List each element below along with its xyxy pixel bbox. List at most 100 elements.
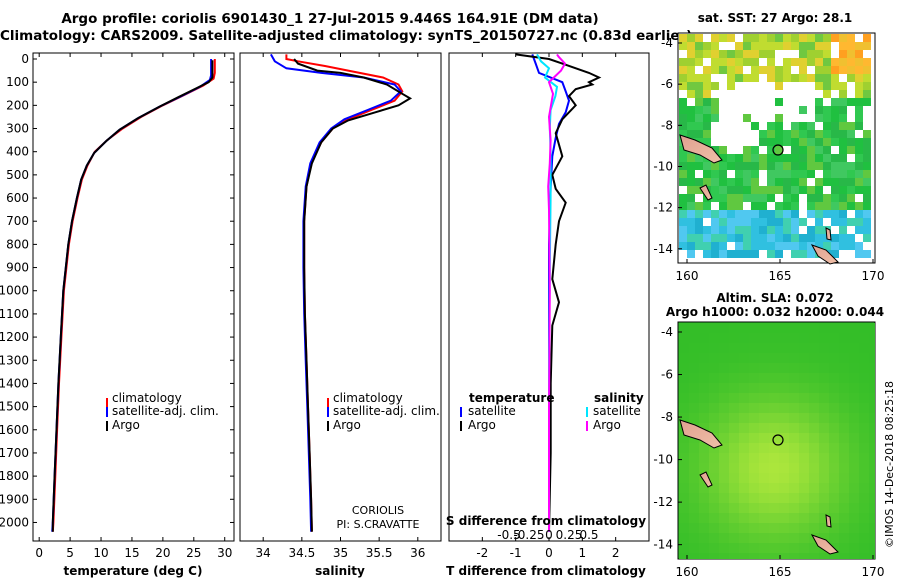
sst-cell bbox=[727, 178, 735, 186]
sst-cell bbox=[687, 58, 695, 66]
sla-cell bbox=[799, 423, 809, 433]
sst-cell bbox=[767, 74, 775, 82]
sla-cell bbox=[849, 373, 859, 383]
sla-cell bbox=[809, 333, 819, 343]
sla-cell bbox=[729, 473, 739, 483]
sst-cell bbox=[847, 178, 855, 186]
argo-float-marker bbox=[772, 144, 784, 156]
sla-cell bbox=[809, 503, 819, 513]
sla-cell bbox=[869, 343, 875, 353]
sla-cell bbox=[819, 523, 829, 533]
sst-cell bbox=[711, 106, 719, 114]
sla-cell bbox=[759, 463, 769, 473]
sst-cell bbox=[839, 234, 847, 242]
sla-cell bbox=[689, 533, 699, 543]
sla-cell bbox=[769, 483, 779, 493]
sla-cell bbox=[799, 463, 809, 473]
sla-cell bbox=[709, 503, 719, 513]
sst-cell bbox=[711, 146, 719, 154]
sla-cell bbox=[839, 333, 849, 343]
sst-cell bbox=[823, 82, 831, 90]
sst-cell bbox=[703, 242, 711, 250]
sla-cell bbox=[779, 433, 789, 443]
sst-cell bbox=[855, 242, 863, 250]
sst-cell bbox=[703, 66, 711, 74]
sla-cell bbox=[799, 543, 809, 553]
sla-cell bbox=[719, 433, 729, 443]
sst-cell bbox=[687, 218, 695, 226]
sst-cell bbox=[863, 226, 871, 234]
sst-cell bbox=[759, 138, 767, 146]
sst-cell bbox=[759, 234, 767, 242]
depth-tick-label: 500 bbox=[6, 168, 29, 182]
sst-cell bbox=[743, 226, 751, 234]
sla-cell bbox=[689, 323, 699, 333]
sst-cell bbox=[799, 122, 807, 130]
sla-cell bbox=[809, 493, 819, 503]
sla-cell bbox=[809, 353, 819, 363]
sst-cell bbox=[831, 218, 839, 226]
sst-cell bbox=[775, 202, 783, 210]
sst-cell bbox=[855, 98, 863, 106]
sla-cell bbox=[769, 533, 779, 543]
map-lat-label: -14 bbox=[653, 538, 673, 552]
sst-cell bbox=[799, 242, 807, 250]
depth-tick-label: 0 bbox=[21, 52, 29, 66]
depth-tick-label: 1200 bbox=[0, 330, 29, 344]
sst-cell bbox=[791, 178, 799, 186]
sst-cell bbox=[863, 130, 871, 138]
sla-cell bbox=[709, 333, 719, 343]
sla-cell bbox=[769, 423, 779, 433]
sst-cell bbox=[703, 82, 711, 90]
sla-cell bbox=[749, 383, 759, 393]
sla-cell bbox=[759, 413, 769, 423]
s-tick-label: 0.25 bbox=[556, 528, 583, 542]
sla-cell bbox=[849, 553, 859, 559]
sst-cell bbox=[759, 210, 767, 218]
sst-cell bbox=[703, 74, 711, 82]
sst-cell bbox=[831, 210, 839, 218]
sla-cell bbox=[829, 333, 839, 343]
sst-cell bbox=[791, 58, 799, 66]
sst-cell bbox=[823, 122, 831, 130]
sla-cell bbox=[869, 483, 875, 493]
sla-cell bbox=[739, 323, 749, 333]
temperature-x-ticks: 0 5 10 15 20 25 30 bbox=[35, 53, 232, 560]
sla-cell bbox=[739, 363, 749, 373]
sla-cell bbox=[749, 543, 759, 553]
sla-cell bbox=[849, 503, 859, 513]
sst-cell bbox=[743, 42, 751, 50]
title-line-1: Argo profile: coriolis 6901430_1 27-Jul-… bbox=[61, 11, 599, 27]
sst-cell bbox=[855, 170, 863, 178]
sst-cell bbox=[711, 178, 719, 186]
sla-cell bbox=[849, 493, 859, 503]
sst-cell bbox=[767, 34, 775, 42]
argo-float-marker bbox=[772, 434, 784, 446]
sla-cell bbox=[839, 343, 849, 353]
sst-cell bbox=[823, 210, 831, 218]
sst-cell bbox=[823, 178, 831, 186]
sst-cell bbox=[743, 170, 751, 178]
sst-cell bbox=[687, 114, 695, 122]
title-line-2: Climatology: CARS2009. Satellite-adjuste… bbox=[0, 28, 693, 44]
sst-cell bbox=[695, 162, 703, 170]
sla-cell bbox=[809, 463, 819, 473]
sst-cell bbox=[727, 202, 735, 210]
map-lat-label: -10 bbox=[653, 453, 673, 467]
sst-cell bbox=[863, 162, 871, 170]
sla-cell bbox=[809, 373, 819, 383]
sla-cell bbox=[719, 363, 729, 373]
sla-cell bbox=[799, 513, 809, 523]
sst-cell bbox=[679, 226, 687, 234]
sla-cell bbox=[699, 453, 709, 463]
sst-cell bbox=[855, 74, 863, 82]
sst-cell bbox=[799, 250, 807, 258]
sla-cell bbox=[689, 483, 699, 493]
sst-cell bbox=[807, 162, 815, 170]
sla-cell bbox=[789, 443, 799, 453]
sla-cell bbox=[719, 453, 729, 463]
sla-cell bbox=[869, 443, 875, 453]
sla-cell bbox=[779, 483, 789, 493]
sla-cell bbox=[709, 403, 719, 413]
sst-cell bbox=[767, 178, 775, 186]
